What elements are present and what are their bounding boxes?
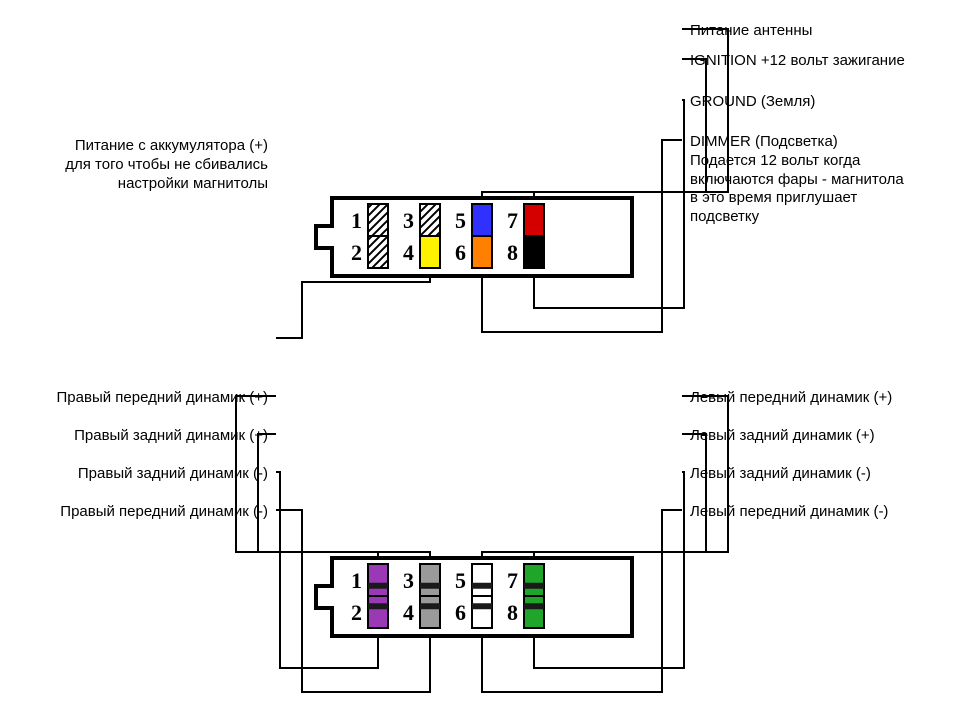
- pin-bottom-2-number: 2: [351, 600, 362, 625]
- pin-bottom-1: [368, 564, 388, 596]
- wiring-diagram: 1234567812345678 Питание с аккумулятора …: [0, 0, 960, 720]
- pin-top-3: [420, 204, 440, 236]
- pin-top-8-number: 8: [507, 240, 518, 265]
- pin-bottom-5: [472, 564, 492, 596]
- pin-bottom-8-number: 8: [507, 600, 518, 625]
- pin-bottom-6-number: 6: [455, 600, 466, 625]
- pin-top-5: [472, 204, 492, 236]
- pin-top-1-number: 1: [351, 208, 362, 233]
- connector-layer: 1 2 3 4 5 6 7 8 1 2 3 4 5 6 7 8: [0, 0, 960, 720]
- pin-top-2: [368, 236, 388, 268]
- pin-top-5-number: 5: [455, 208, 466, 233]
- pin-bottom-3-number: 3: [403, 568, 414, 593]
- pin-top-6: [472, 236, 492, 268]
- pin-bottom-3: [420, 564, 440, 596]
- pin-top-2-number: 2: [351, 240, 362, 265]
- pin-bottom-4-number: 4: [403, 600, 414, 625]
- pin-bottom-2: [368, 596, 388, 628]
- pin-top-6-number: 6: [455, 240, 466, 265]
- pin-top-1: [368, 204, 388, 236]
- pin-bottom-4: [420, 596, 440, 628]
- pin-bottom-7: [524, 564, 544, 596]
- pin-bottom-5-number: 5: [455, 568, 466, 593]
- pin-top-7: [524, 204, 544, 236]
- pin-top-4-number: 4: [403, 240, 414, 265]
- pin-top-4: [420, 236, 440, 268]
- pin-bottom-6: [472, 596, 492, 628]
- pin-top-7-number: 7: [507, 208, 518, 233]
- pin-bottom-8: [524, 596, 544, 628]
- pin-bottom-7-number: 7: [507, 568, 518, 593]
- pin-top-3-number: 3: [403, 208, 414, 233]
- pin-top-8: [524, 236, 544, 268]
- pin-bottom-1-number: 1: [351, 568, 362, 593]
